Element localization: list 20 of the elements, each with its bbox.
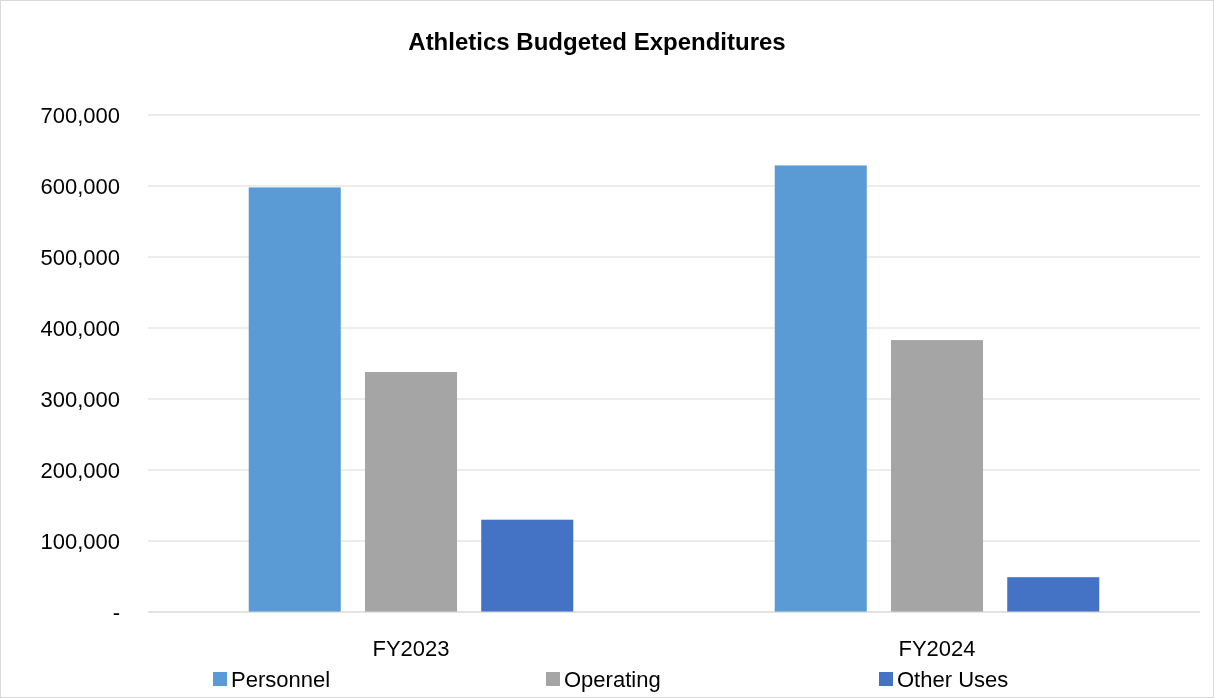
bar <box>481 519 574 612</box>
chart-title: Athletics Budgeted Expenditures <box>408 28 786 55</box>
y-tick-label: 400,000 <box>40 315 120 341</box>
legend-label: Personnel <box>231 666 331 692</box>
bar <box>248 187 341 612</box>
y-tick-label: 300,000 <box>40 386 120 412</box>
y-tick-label: 600,000 <box>40 173 120 199</box>
y-tick-label: 100,000 <box>40 528 120 554</box>
y-tick-label: 700,000 <box>40 102 120 128</box>
y-tick-label: 500,000 <box>40 244 120 270</box>
legend-label: Operating <box>564 666 661 692</box>
x-tick-label: FY2024 <box>898 635 976 661</box>
x-tick-label: FY2023 <box>372 635 450 661</box>
y-tick-label: 200,000 <box>40 457 120 483</box>
legend-label: Other Uses <box>897 666 1009 692</box>
bar <box>890 340 984 612</box>
bar <box>364 372 458 612</box>
bar <box>1007 577 1100 612</box>
y-tick-label: - <box>112 599 120 625</box>
bar <box>774 165 867 612</box>
